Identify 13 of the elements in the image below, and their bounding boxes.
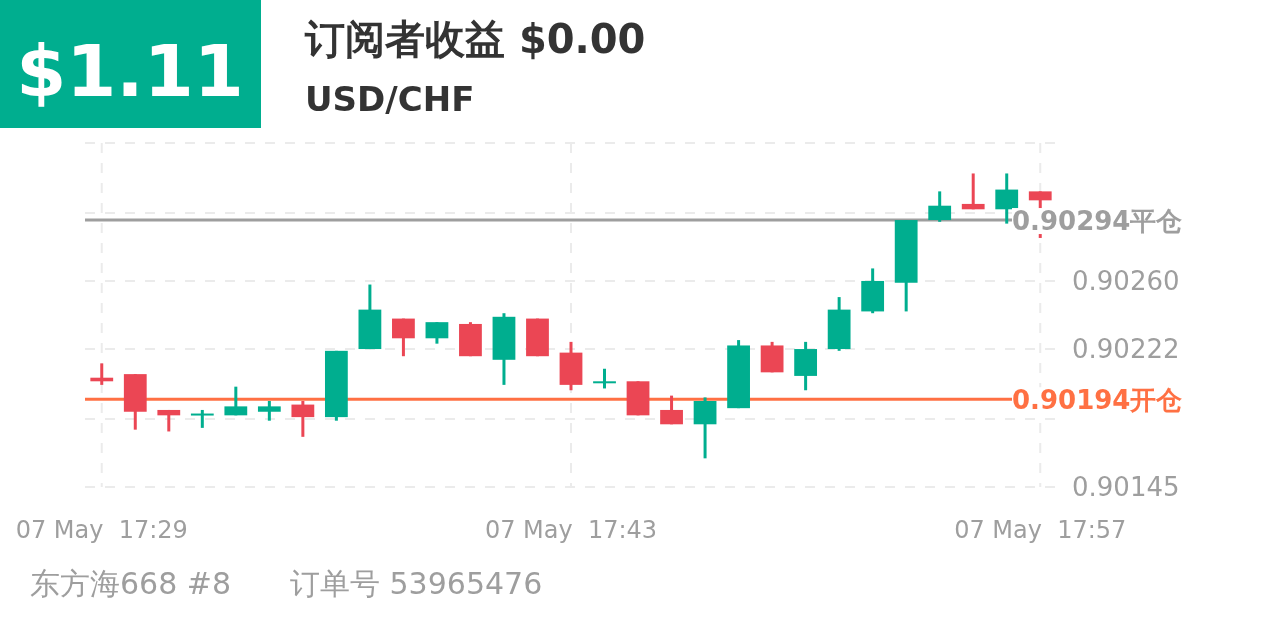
text: 东方海668 #8	[30, 566, 232, 601]
y-tick-label: 0.90260	[1072, 265, 1180, 296]
y-tick-label: 0.90222	[1072, 334, 1180, 365]
x-tick-label: 07 May 17:57	[954, 516, 1127, 544]
x-tick-label: 07 May 17:43	[484, 516, 658, 544]
ref-line-label: 0.90194开仓	[1012, 385, 1183, 416]
ref-line-label: 0.90294平仓	[1012, 206, 1183, 237]
chart-subtitle: USD/CHF	[305, 79, 475, 119]
chart-title: 订阅者收益 $0.00	[304, 16, 646, 62]
y-tick-label: 0.90145	[1072, 472, 1180, 502]
text: 订单号 53965476	[290, 566, 543, 601]
x-tick-label: 07 May 17:29	[15, 516, 188, 544]
header: $1.11 订阅者收益 $0.00 USD/CHF	[0, 0, 646, 128]
